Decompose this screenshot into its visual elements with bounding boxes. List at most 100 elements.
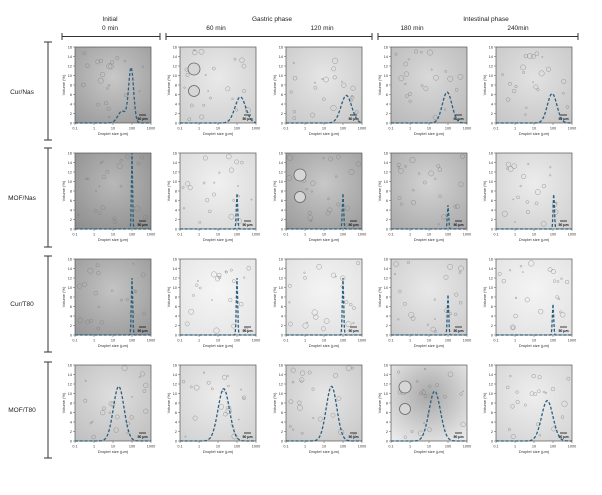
panel-Cur/Nas-60 min: 0 2 4 6 8 10 12 14 16 0.1 1 10 100 1000 Volume (%) Drop… (166, 45, 260, 136)
y-tick-label: 2 (386, 112, 388, 116)
header-brackets (61, 33, 579, 40)
y-tick-label: 14 (173, 373, 177, 377)
x-tick-label: 0.1 (72, 445, 77, 449)
y-tick-label: 8 (70, 189, 72, 193)
y-axis-label: Volume (%) (482, 392, 487, 413)
y-tick-label: 4 (281, 102, 283, 106)
y-tick-label: 16 (384, 257, 388, 261)
y-tick-label: 10 (384, 180, 388, 184)
y-tick-label: 4 (281, 314, 283, 318)
y-tick-label: 6 (491, 199, 493, 203)
x-tick-label: 1 (198, 127, 200, 131)
micrograph-bg (391, 153, 467, 229)
y-tick-label: 16 (489, 257, 493, 261)
x-tick-label: 100 (445, 445, 451, 449)
scale-bar-label: 50 μm (558, 223, 568, 227)
y-tick-label: 10 (173, 286, 177, 290)
y-axis-label: Volume (%) (166, 392, 171, 413)
y-tick-label: 4 (70, 208, 72, 212)
y-tick-label: 2 (281, 218, 283, 222)
y-tick-label: 10 (173, 392, 177, 396)
y-tick-label: 4 (281, 420, 283, 424)
panel-MOF/T80-120 min: 0 2 4 6 8 10 12 14 16 0.1 1 10 100 1000 Volume (%) Drop… (272, 363, 366, 454)
bracket-row-3 (44, 255, 52, 353)
panel-Cur/Nas-240min: 0 2 4 6 8 10 12 14 16 0.1 1 10 100 1000 Volume (%) Drop… (482, 45, 576, 136)
y-tick-label: 16 (489, 363, 493, 367)
scale-bar-label: 50 μm (348, 223, 358, 227)
x-tick-label: 1 (514, 233, 516, 237)
y-tick-label: 12 (384, 382, 388, 386)
scale-bar-label: 50 μm (242, 117, 252, 121)
y-tick-label: 8 (281, 83, 283, 87)
y-tick-label: 6 (70, 411, 72, 415)
bracket-initial (61, 33, 161, 40)
panel-MOF/Nas-120 min: 0 2 4 6 8 10 12 14 16 0.1 1 10 100 1000 Volume (%) Drop… (272, 151, 366, 242)
x-tick-label: 100 (129, 339, 135, 343)
y-tick-label: 10 (68, 286, 72, 290)
x-tick-label: 10 (427, 339, 431, 343)
y-tick-label: 10 (68, 180, 72, 184)
y-tick-label: 14 (279, 55, 283, 59)
x-tick-label: 100 (340, 339, 346, 343)
panel-MOF/Nas-240min: 0 2 4 6 8 10 12 14 16 0.1 1 10 100 1000 Volume (%) Drop… (482, 151, 576, 242)
y-tick-label: 0 (70, 121, 72, 125)
row-brackets (44, 41, 52, 459)
header-time-60: 60 min (206, 25, 226, 32)
y-tick-label: 0 (386, 439, 388, 443)
y-tick-label: 2 (70, 324, 72, 328)
x-tick-label: 10 (111, 445, 115, 449)
x-tick-label: 100 (445, 233, 451, 237)
micrograph-droplets (286, 154, 361, 227)
y-tick-label: 16 (173, 151, 177, 155)
y-tick-label: 6 (70, 305, 72, 309)
y-tick-label: 4 (70, 102, 72, 106)
x-axis-label: Droplet size (μm) (203, 131, 234, 136)
y-tick-label: 12 (489, 276, 493, 280)
y-tick-label: 4 (491, 420, 493, 424)
x-tick-label: 0.1 (177, 445, 182, 449)
y-tick-label: 0 (491, 333, 493, 337)
y-tick-label: 8 (175, 83, 177, 87)
y-tick-label: 2 (386, 324, 388, 328)
micrograph-bg (286, 365, 362, 441)
y-tick-label: 4 (386, 420, 388, 424)
y-tick-label: 14 (384, 373, 388, 377)
y-tick-label: 2 (70, 430, 72, 434)
y-tick-label: 16 (489, 151, 493, 155)
scale-bar-label: 50 μm (242, 435, 252, 439)
x-tick-label: 100 (234, 339, 240, 343)
y-tick-label: 0 (281, 439, 283, 443)
x-tick-label: 0.1 (388, 339, 393, 343)
y-tick-label: 6 (175, 199, 177, 203)
size-distribution-curve (286, 385, 362, 442)
panel-MOF/T80-60 min: 0 2 4 6 8 10 12 14 16 0.1 1 10 100 1000 Volume (%) Drop… (166, 363, 260, 454)
x-tick-label: 100 (445, 127, 451, 131)
x-tick-label: 1 (93, 445, 95, 449)
y-tick-label: 6 (386, 93, 388, 97)
micrograph-bg (391, 47, 467, 123)
scale-bar-label: 50 μm (453, 435, 463, 439)
y-tick-label: 12 (173, 170, 177, 174)
y-axis-label: Volume (%) (166, 74, 171, 95)
micrograph-droplets (83, 365, 149, 440)
y-tick-label: 12 (68, 276, 72, 280)
size-distribution-curve (180, 388, 256, 442)
header-time-240: 240min (507, 25, 529, 32)
y-tick-label: 6 (386, 305, 388, 309)
y-tick-label: 0 (491, 439, 493, 443)
x-tick-label: 1 (409, 339, 411, 343)
x-tick-label: 1000 (358, 233, 366, 237)
panel-Cur/Nas-120 min: 0 2 4 6 8 10 12 14 16 0.1 1 10 100 1000 Volume (%) Drop… (272, 45, 366, 136)
y-tick-label: 12 (279, 276, 283, 280)
bracket-intestinal (377, 33, 579, 40)
x-axis-label: Droplet size (μm) (98, 343, 129, 348)
y-tick-label: 2 (281, 324, 283, 328)
y-tick-label: 6 (70, 199, 72, 203)
scale-bar-label: 50 μm (137, 329, 147, 333)
x-tick-label: 1000 (568, 233, 576, 237)
x-axis-label: Droplet size (μm) (519, 131, 550, 136)
size-distribution-curve (391, 205, 467, 230)
x-tick-label: 0.1 (388, 445, 393, 449)
x-tick-label: 1 (409, 445, 411, 449)
